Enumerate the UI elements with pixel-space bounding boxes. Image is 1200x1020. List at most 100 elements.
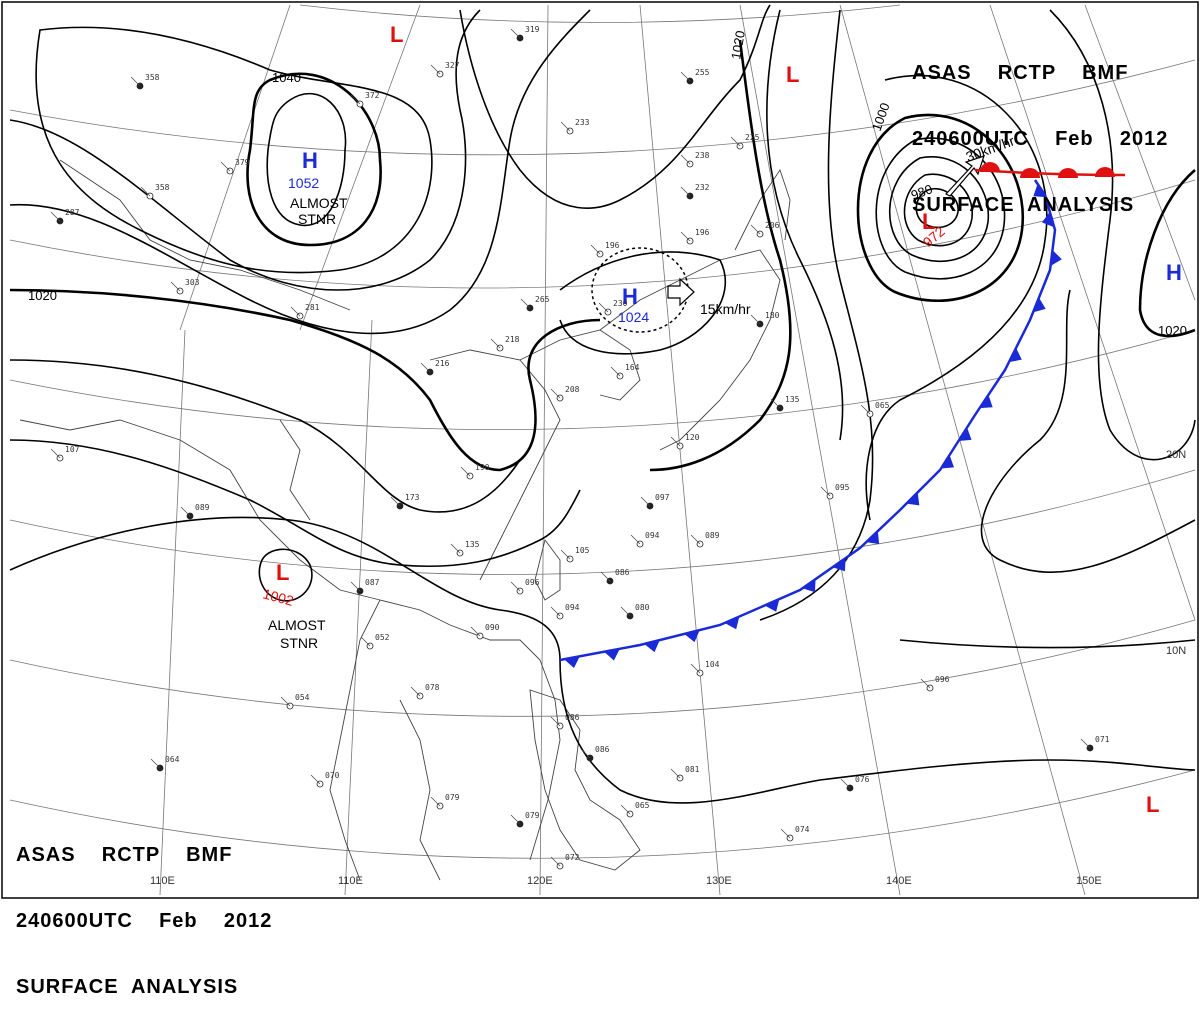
lat-label: 20N [1166, 449, 1186, 461]
station-pressure-label: 064 [165, 755, 180, 764]
wind-barb-icon [560, 549, 571, 560]
isobar [459, 4, 771, 209]
stationary-note: ALMOST [290, 195, 348, 211]
grid-labels: 110E 110E 120E 130E 140E 150E 20N 10N [150, 449, 1186, 887]
wind-barb-icon [580, 748, 591, 759]
wind-barb-icon [50, 448, 61, 459]
station-pressure-label: 079 [445, 793, 460, 802]
station-pressure-label: 078 [425, 683, 440, 692]
station-pressure-label: 079 [525, 811, 540, 820]
coastline-philippines [529, 689, 641, 871]
station-pressure-label: 358 [145, 73, 160, 82]
lon-label: 110E [150, 875, 175, 887]
lon-label: 120E [527, 875, 553, 887]
station-pressure-label: 107 [65, 445, 80, 454]
cold-front-triangle [906, 492, 920, 506]
cold-front-triangle [979, 394, 993, 409]
isobar [559, 251, 727, 355]
wind-barb-icon [50, 211, 61, 222]
wind-barb-icon [220, 161, 231, 172]
high-center-letter: H [1166, 260, 1182, 285]
wind-barb-icon [860, 404, 871, 415]
meridian-line [299, 4, 421, 331]
meridian-line [1084, 4, 1196, 301]
station-pressure-label: 379 [235, 158, 250, 167]
station-pressure-label: 086 [615, 568, 630, 577]
wind-barb-icon [180, 506, 191, 517]
meridian-line [739, 4, 901, 896]
isobar [899, 639, 1196, 649]
station-pressure-label: 230 [613, 299, 628, 308]
station-pressure-label: 255 [695, 68, 710, 77]
low-center-letter: L [1146, 792, 1159, 817]
wind-barb-icon [670, 768, 681, 779]
wind-barb-icon [450, 543, 461, 554]
wind-barb-icon [460, 466, 471, 477]
station-pressure-label: 105 [575, 546, 590, 555]
wind-barb-icon [430, 64, 441, 75]
wind-barb-icon [360, 636, 371, 647]
header-line: ASAS RCTP BMF [16, 844, 233, 866]
cold-front-triangle [1042, 211, 1055, 228]
station-pressure-label: 232 [695, 183, 710, 192]
wind-barb-icon [470, 626, 481, 637]
wind-barb-icon [550, 388, 561, 399]
wind-barb-icon [820, 486, 831, 497]
wind-barb-icon [510, 28, 521, 39]
wind-barb-icon [640, 496, 651, 507]
meridian-line [159, 329, 186, 896]
header-line: SURFACE ANALYSIS [912, 194, 1135, 216]
wind-barb-icon [690, 534, 701, 545]
station-pressure-label: 086 [565, 713, 580, 722]
wind-barb-icon [560, 121, 571, 132]
coastline-vietnam [399, 699, 441, 881]
station-pressure-label: 173 [405, 493, 420, 502]
header-line: 240600UTC Feb 2012 [912, 128, 1169, 150]
station-pressure-label: 135 [785, 395, 800, 404]
station-pressure-label: 281 [305, 303, 320, 312]
coastline-river [279, 419, 311, 521]
station-pressure-label: 087 [365, 578, 380, 587]
cold-front-triangle [764, 599, 780, 612]
wind-barb-icon [310, 774, 321, 785]
station-pressure-label: 089 [705, 531, 720, 540]
station-pressure-label: 096 [525, 578, 540, 587]
station-pressure-label: 054 [295, 693, 310, 702]
station-pressure-label: 196 [605, 241, 620, 250]
station-pressure-label: 372 [365, 91, 380, 100]
coastline-indochina [329, 599, 381, 881]
station-pressure-label: 135 [465, 540, 480, 549]
lon-label: 110E [338, 875, 363, 887]
meridian-line [989, 4, 1196, 621]
station-pressure-label: 104 [705, 660, 720, 669]
station-pressure-label: 095 [835, 483, 850, 492]
wind-barb-icon [550, 606, 561, 617]
station-pressure-label: 216 [435, 359, 450, 368]
station-pressure-label: 358 [155, 183, 170, 192]
weather-map: 1040 1020 1020 1000 980 1020 H 1052 ALMO… [1, 1, 1199, 899]
cold-front-triangle [684, 630, 700, 643]
wind-barb-icon [290, 306, 301, 317]
warm-front-semicircle [1058, 168, 1078, 178]
cold-front-triangle [1033, 183, 1047, 198]
station-pressure-label: 097 [655, 493, 670, 502]
wind-barb-icon [430, 796, 441, 807]
parallel-line [9, 619, 1196, 717]
motion-arrow-icon [945, 155, 985, 197]
isobar [559, 659, 1196, 804]
low-center-letter: L [786, 62, 799, 87]
station-pressure-label: 180 [765, 311, 780, 320]
wind-barb-icon [770, 398, 781, 409]
coastline-sakhalin [734, 168, 791, 251]
isobar [9, 9, 591, 335]
parallel-line [9, 329, 1196, 430]
wind-barb-icon [550, 716, 561, 727]
wind-barb-icon [750, 314, 761, 325]
station-pressure-label: 090 [485, 623, 500, 632]
coastline-china-east [429, 349, 561, 581]
wind-barb-icon [750, 224, 761, 235]
isobar [9, 9, 481, 291]
motion-speed-label: 15km/hr [700, 301, 751, 317]
meridian-line [344, 319, 373, 896]
isobar [35, 26, 433, 274]
